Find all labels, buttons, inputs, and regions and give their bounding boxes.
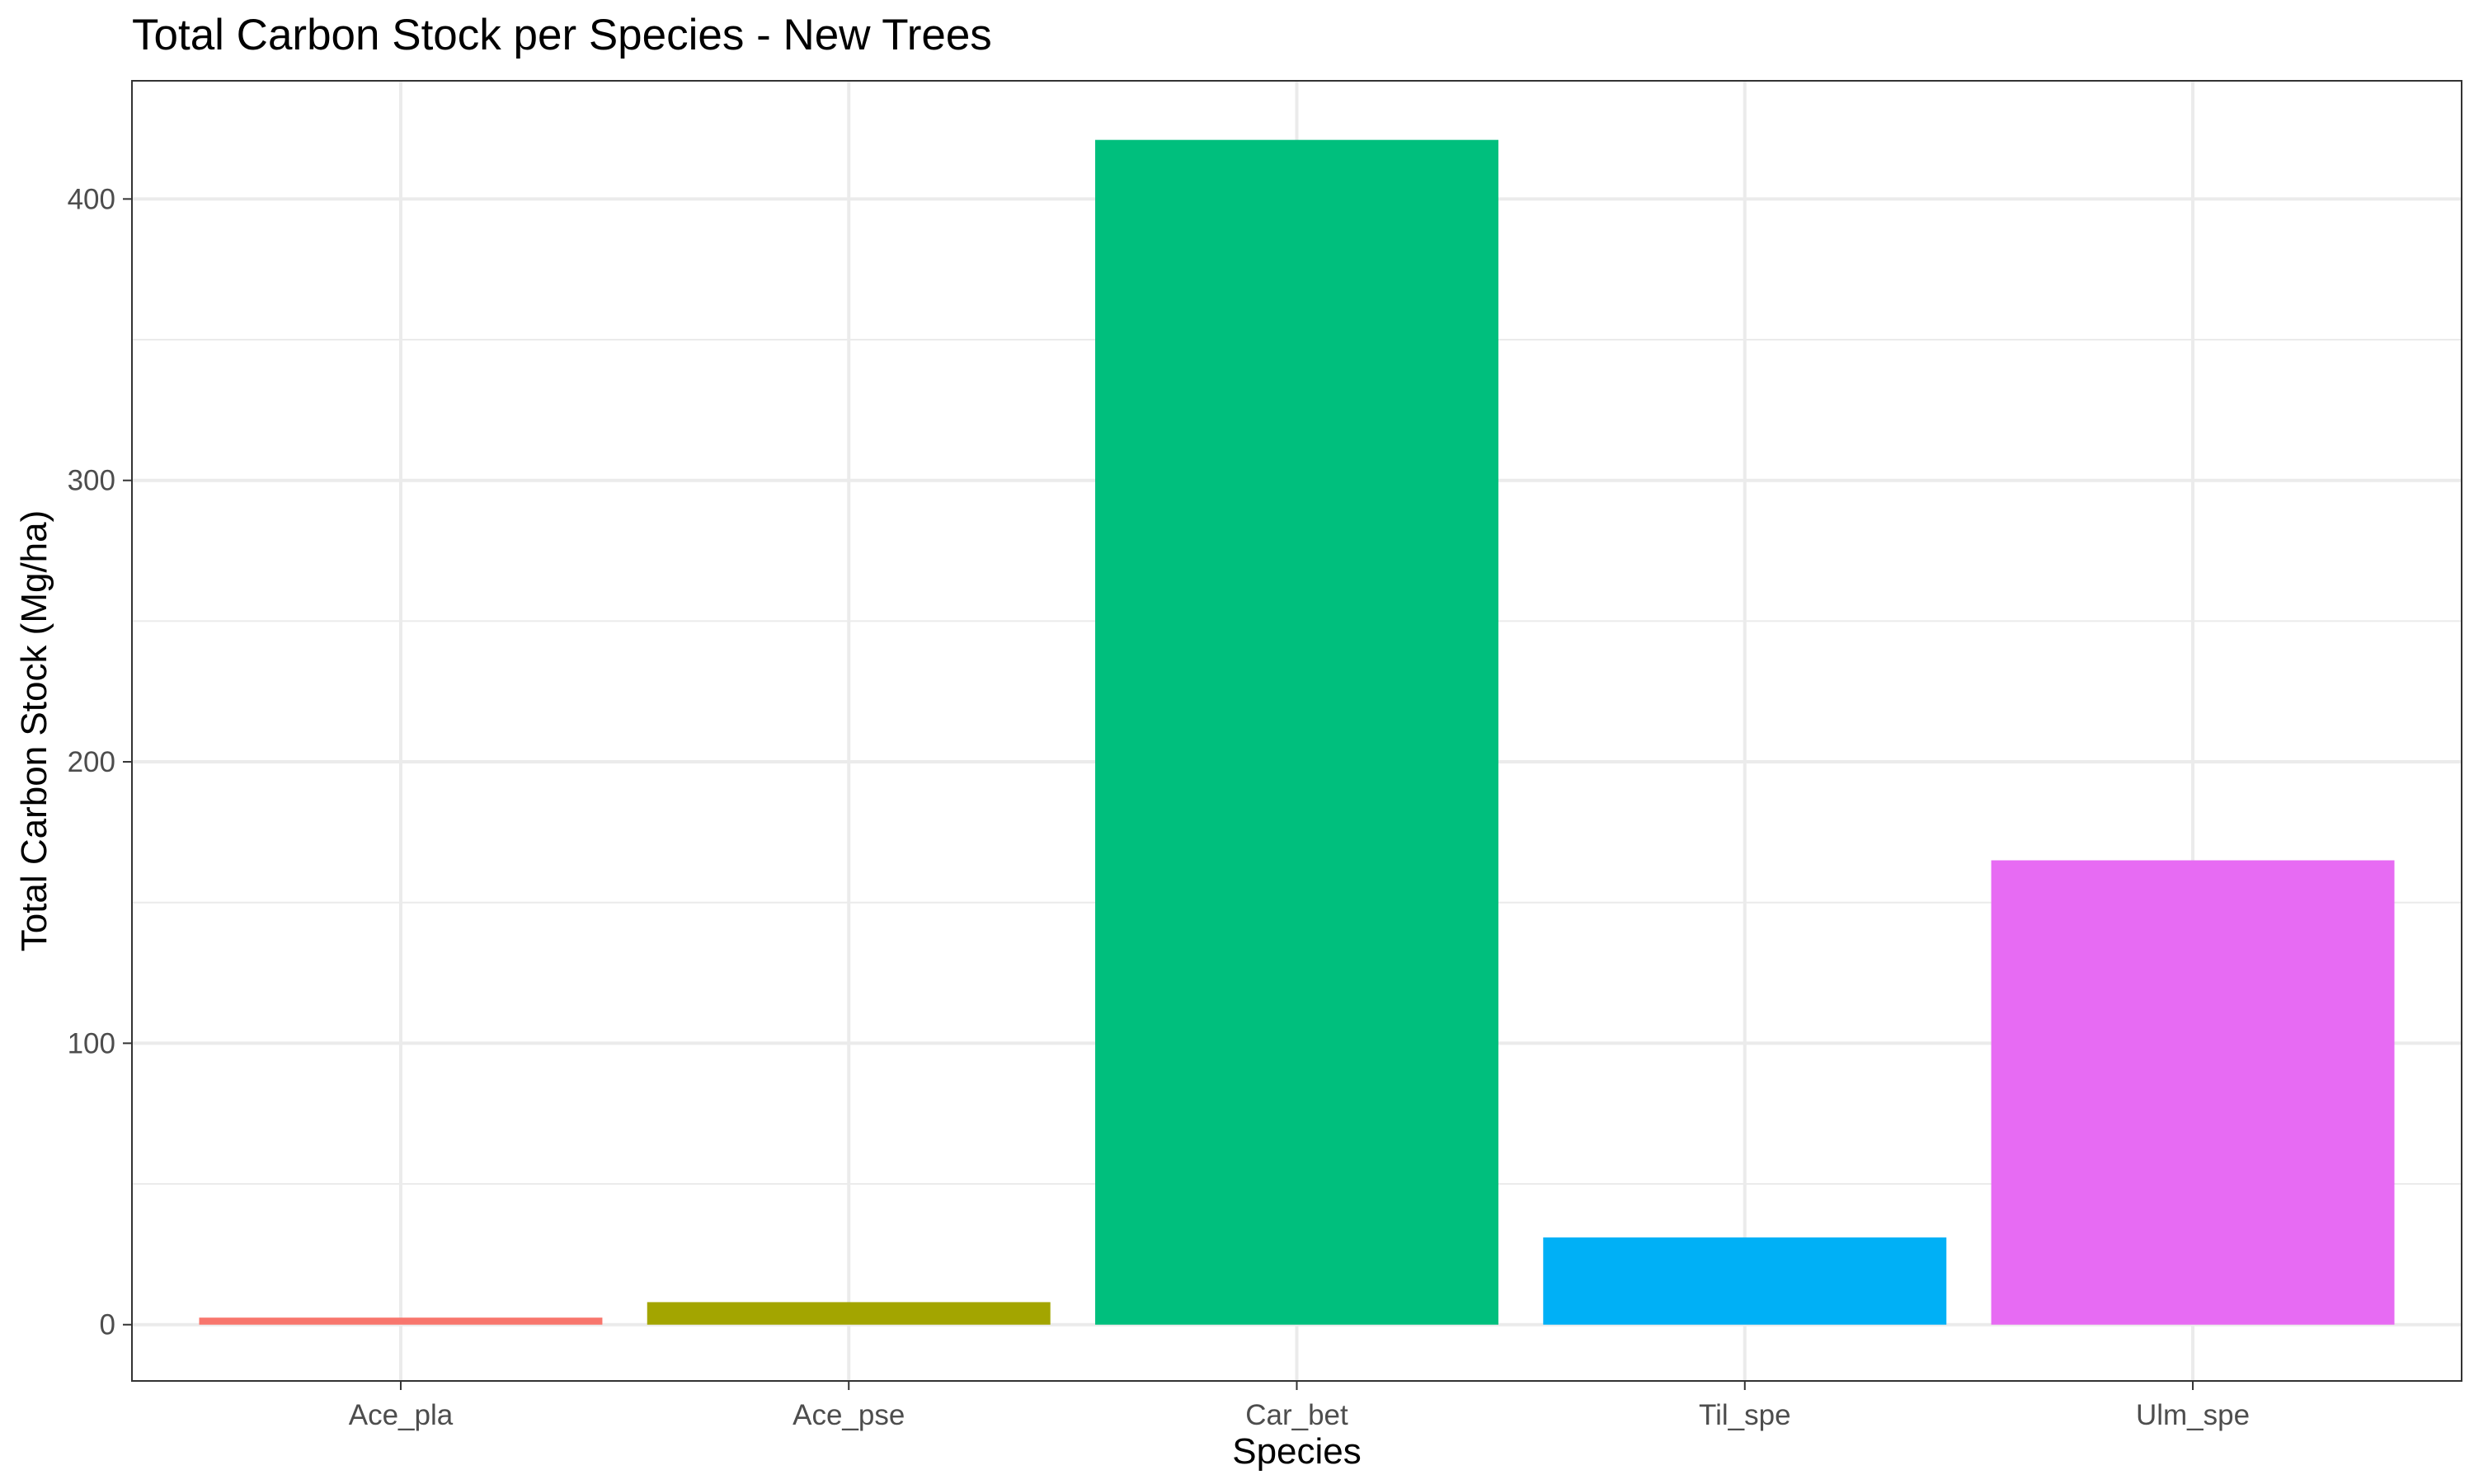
y-tick-label: 300: [68, 465, 115, 497]
bar-ulm-spe: [1991, 860, 2395, 1325]
x-axis: Ace_pla Ace_pse Car_bet Til_spe Ulm_spe: [349, 1381, 2250, 1431]
x-tick-label: Til_spe: [1699, 1399, 1791, 1431]
y-tick-label: 0: [100, 1309, 115, 1341]
x-tick-label: Ace_pse: [793, 1399, 905, 1431]
bar-car-bet: [1095, 139, 1498, 1325]
y-axis-title: Total Carbon Stock (Mg/ha): [14, 510, 54, 952]
y-tick-label: 400: [68, 183, 115, 215]
chart-title: Total Carbon Stock per Species - New Tre…: [132, 11, 992, 59]
bar-til-spe: [1543, 1237, 1947, 1325]
x-tick-label: Ulm_spe: [2136, 1399, 2250, 1431]
x-tick-label: Car_bet: [1245, 1399, 1348, 1431]
y-tick-label: 200: [68, 746, 115, 778]
bars: [199, 139, 2395, 1325]
y-axis: 0 100 200 300 400: [68, 183, 132, 1341]
x-axis-title: Species: [1232, 1431, 1362, 1472]
y-tick-label: 100: [68, 1027, 115, 1059]
bar-ace-pse: [647, 1302, 1051, 1325]
x-tick-label: Ace_pla: [349, 1399, 454, 1431]
bar-ace-pla: [199, 1317, 603, 1325]
